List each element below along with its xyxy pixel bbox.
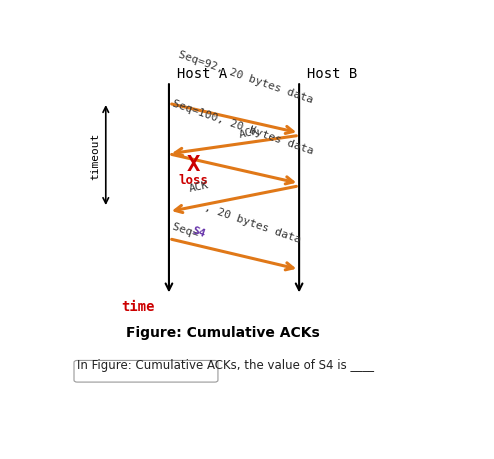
Text: Host A: Host A [177, 67, 227, 81]
Text: X: X [187, 155, 201, 175]
Text: ACK: ACK [189, 180, 210, 194]
Text: , 20 bytes data: , 20 bytes data [203, 202, 302, 244]
Text: Host B: Host B [307, 67, 357, 81]
Text: Seq=100, 20 bytes data: Seq=100, 20 bytes data [171, 98, 315, 156]
Text: Figure: Cumulative ACKs: Figure: Cumulative ACKs [125, 325, 320, 339]
Text: ACK: ACK [239, 126, 260, 140]
FancyBboxPatch shape [74, 361, 218, 382]
Text: Seq=: Seq= [171, 221, 206, 241]
Text: In Figure: Cumulative ACKs, the value of S4 is ____: In Figure: Cumulative ACKs, the value of… [77, 358, 374, 371]
Text: loss: loss [179, 174, 209, 187]
Text: S4: S4 [191, 225, 207, 239]
Text: timeout: timeout [90, 132, 100, 179]
Text: time: time [121, 299, 155, 313]
Text: Seq=92, 20 bytes data: Seq=92, 20 bytes data [177, 50, 314, 106]
